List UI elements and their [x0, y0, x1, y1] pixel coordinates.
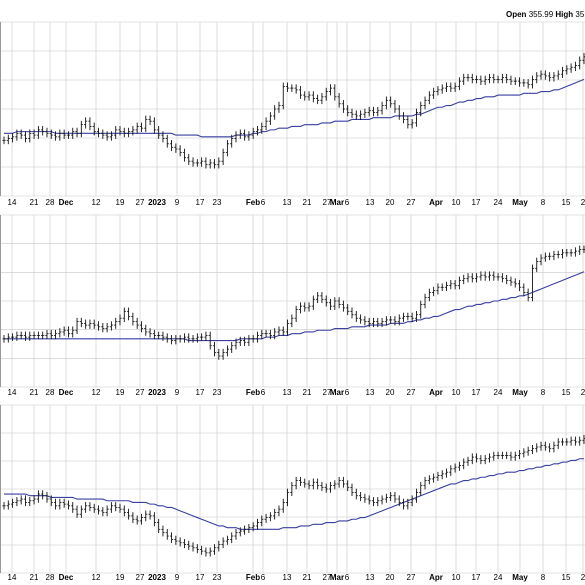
x-tick-label: 2023 [148, 573, 166, 582]
x-tick-label: 8 [541, 198, 546, 207]
x-tick-label: 27 [407, 198, 416, 207]
x-tick-label: 15 [562, 198, 571, 207]
x-tick-label: 9 [175, 388, 180, 397]
x-tick-label: 9 [175, 198, 180, 207]
x-tick-label: 24 [494, 573, 503, 582]
x-tick-label: Mar [330, 573, 344, 582]
x-tick-label: 6 [345, 573, 350, 582]
x-tick-label: 28 [46, 388, 55, 397]
x-tick-label: 21 [30, 573, 39, 582]
x-tick-label: 27 [407, 573, 416, 582]
x-tick-label: 28 [46, 198, 55, 207]
x-tick-label: 27 [323, 573, 332, 582]
x-tick-label: 17 [472, 573, 481, 582]
x-tick-label: 6 [345, 388, 350, 397]
x-tick-label: 20 [386, 198, 395, 207]
x-tick-label: 6 [261, 198, 266, 207]
x-tick-label: 2 [581, 198, 585, 207]
x-tick-label: May [512, 573, 528, 582]
x-tick-label: 19 [116, 573, 125, 582]
x-tick-label: 21 [30, 198, 39, 207]
x-tick-label: Mar [330, 198, 344, 207]
x-tick-label: 17 [196, 198, 205, 207]
open-value: 355.99 [528, 10, 554, 19]
x-tick-label: Apr [429, 198, 443, 207]
x-tick-label: 14 [8, 198, 17, 207]
x-tick-label: 2023 [148, 198, 166, 207]
x-tick-label: 8 [541, 388, 546, 397]
x-tick-label: 10 [452, 198, 461, 207]
open-label: Open [506, 10, 527, 19]
x-tick-label: 23 [213, 573, 222, 582]
x-tick-label: 13 [366, 388, 375, 397]
moving-average-line [4, 78, 585, 138]
x-tick-label: Feb [246, 573, 260, 582]
x-tick-label: Feb [246, 198, 260, 207]
x-tick-label: 20 [386, 573, 395, 582]
x-tick-label: Dec [59, 573, 74, 582]
x-tick-label: 6 [261, 388, 266, 397]
x-tick-label: 14 [8, 388, 17, 397]
x-tick-label: 12 [92, 198, 101, 207]
x-tick-label: 12 [92, 573, 101, 582]
x-tick-label: 2023 [148, 388, 166, 397]
x-tick-label: 20 [386, 388, 395, 397]
ohlc-readout: Open 355.99 High 35 [506, 10, 584, 19]
high-label: High [555, 10, 574, 19]
x-tick-label: 6 [261, 573, 266, 582]
x-tick-label: 2 [581, 573, 585, 582]
x-tick-label: 27 [136, 388, 145, 397]
x-tick-label: May [512, 388, 528, 397]
x-tick-label: 23 [213, 198, 222, 207]
x-tick-label: 13 [283, 388, 292, 397]
x-tick-label: Dec [59, 198, 74, 207]
x-tick-label: 2 [581, 388, 585, 397]
x-tick-label: 27 [323, 388, 332, 397]
x-tick-label: Mar [330, 388, 344, 397]
x-tick-label: 9 [175, 573, 180, 582]
x-tick-label: 24 [494, 198, 503, 207]
x-tick-label: Feb [246, 388, 260, 397]
x-tick-label: 12 [92, 388, 101, 397]
x-tick-label: Apr [429, 573, 443, 582]
x-tick-label: 8 [541, 573, 546, 582]
x-tick-label: 19 [116, 388, 125, 397]
moving-average-line [4, 458, 584, 530]
x-tick-label: May [512, 198, 528, 207]
x-tick-label: 27 [136, 573, 145, 582]
x-tick-label: 17 [196, 573, 205, 582]
x-tick-label: 13 [366, 198, 375, 207]
x-tick-label: 21 [303, 388, 312, 397]
x-tick-label: 27 [323, 198, 332, 207]
x-tick-label: 15 [562, 573, 571, 582]
x-tick-label: Dec [59, 388, 74, 397]
x-tick-label: 6 [345, 198, 350, 207]
x-tick-label: 10 [452, 573, 461, 582]
x-tick-label: 19 [116, 198, 125, 207]
x-tick-label: 28 [46, 573, 55, 582]
x-tick-label: 13 [366, 573, 375, 582]
high-value: 35 [575, 10, 585, 19]
x-tick-label: 14 [8, 573, 17, 582]
x-tick-label: 24 [494, 388, 503, 397]
x-tick-label: 27 [407, 388, 416, 397]
x-tick-label: 10 [452, 388, 461, 397]
x-tick-label: 13 [283, 198, 292, 207]
x-tick-label: 13 [283, 573, 292, 582]
x-tick-label: 15 [562, 388, 571, 397]
x-tick-label: 21 [303, 573, 312, 582]
x-tick-label: 21 [303, 198, 312, 207]
x-tick-label: Apr [429, 388, 443, 397]
x-tick-label: 17 [472, 198, 481, 207]
x-tick-label: 21 [30, 388, 39, 397]
x-tick-label: 17 [472, 388, 481, 397]
x-tick-label: 23 [213, 388, 222, 397]
x-tick-label: 27 [136, 198, 145, 207]
moving-average-line [4, 271, 585, 342]
x-tick-label: 17 [196, 388, 205, 397]
